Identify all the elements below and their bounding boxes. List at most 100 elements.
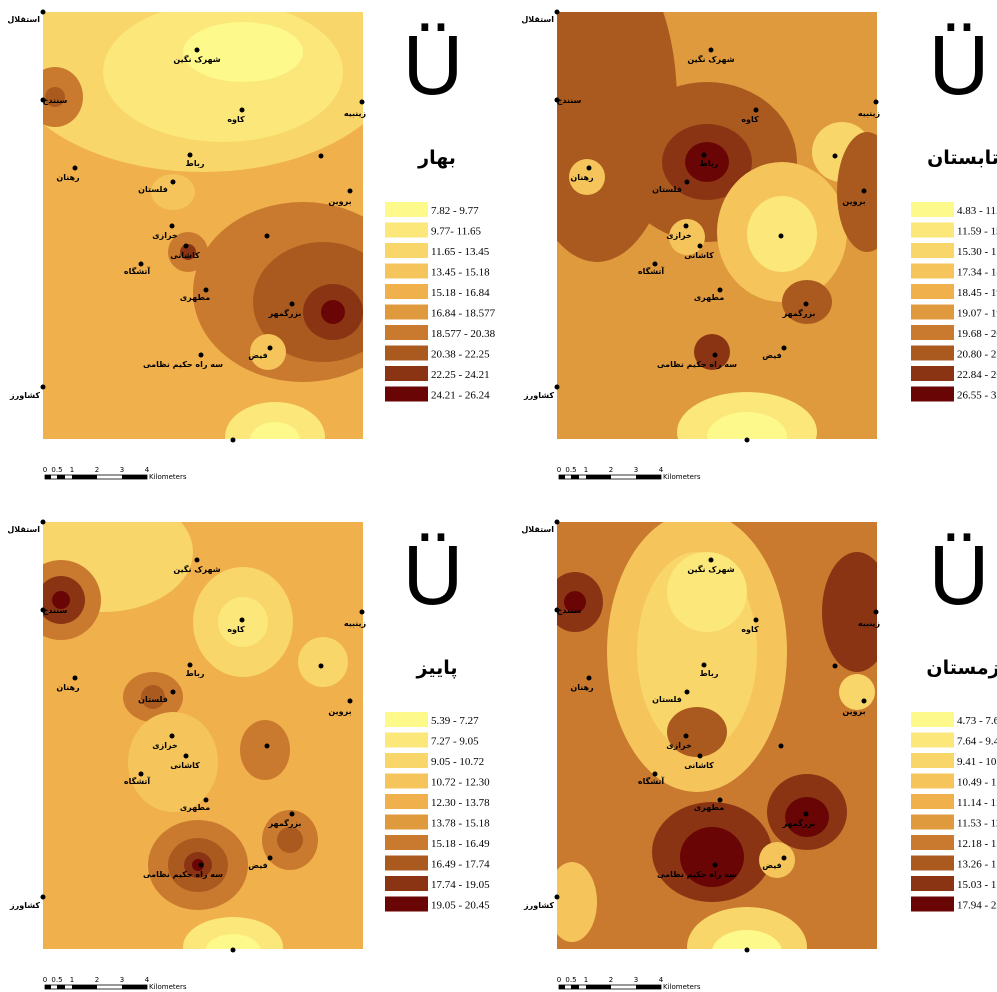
station-point [683, 733, 689, 739]
season-title: زمستان [926, 657, 997, 679]
place-label: سه راه حکیم نظامی [657, 360, 737, 369]
station-point [744, 437, 750, 443]
legend-label: 7.27 - 9.05 [431, 736, 479, 748]
legend-swatch [385, 243, 428, 258]
map-panel: استقلال شهرک نگین سنندج کاوه زینبیه رباط رهنان… [7, 9, 496, 481]
legend-swatch [911, 325, 954, 340]
scale-tick: 0.5 [51, 976, 62, 984]
station-point [554, 607, 560, 613]
scale-tick: 2 [609, 466, 613, 474]
place-label: مطهری [694, 293, 724, 302]
legend-swatch [911, 284, 954, 299]
station-point [198, 352, 204, 358]
place-label: فیض [762, 861, 781, 871]
legend-label: 22.84 - 26.55 [957, 369, 997, 381]
contour-zone [151, 174, 195, 210]
surface [557, 12, 877, 439]
legend-swatch [385, 222, 428, 238]
legend-swatch [385, 794, 428, 809]
scale-tick: 3 [634, 976, 638, 984]
legend-swatch [911, 304, 954, 320]
legend-label: 17.94 - 22.75 [957, 900, 997, 912]
legend-label: 24.21 - 26.24 [431, 390, 490, 402]
contour-zone [321, 300, 345, 324]
station-point [781, 855, 787, 861]
legend-swatch [385, 284, 428, 299]
contour-zone [183, 917, 283, 949]
scale-tick: 2 [95, 466, 99, 474]
place-label: کشاورز [9, 391, 40, 400]
station-point [264, 743, 270, 749]
legend-label: 7.82 - 9.77 [431, 205, 479, 217]
place-label: استقلال [521, 15, 554, 24]
scale-tick: 2 [95, 976, 99, 984]
station-point [169, 223, 175, 229]
place-label: کشاورز [9, 901, 40, 910]
station-point [861, 188, 867, 194]
station-point [40, 9, 46, 15]
place-label: مطهری [180, 803, 210, 812]
place-label: رهنان [570, 173, 594, 182]
place-label: آتشگاه [638, 776, 665, 786]
legend-label: 11.14 - 11.53 [957, 797, 997, 809]
station-point [778, 233, 784, 239]
place-label: آتشگاه [124, 776, 151, 786]
legend-swatch [911, 753, 954, 768]
scale-unit: Kilometers [149, 473, 187, 481]
place-label: بزرگمهر [268, 308, 302, 318]
legend-label: 9.77- 11.65 [431, 226, 482, 238]
place-label: کاوه [741, 625, 759, 634]
scale-segment [571, 985, 579, 989]
place-label: فیض [248, 861, 267, 871]
surface [557, 522, 877, 949]
scale-segment [122, 985, 147, 989]
scale-segment [559, 475, 565, 479]
legend-label: 4.73 - 7.64 [957, 715, 997, 727]
station-point [239, 107, 245, 113]
scale-segment [586, 475, 611, 479]
legend-label: 22.25 - 24.21 [431, 369, 490, 381]
legend-swatch [911, 222, 954, 238]
legend-swatch [385, 325, 428, 340]
place-label: شهرک نگین [173, 564, 220, 574]
place-label: رباط [700, 159, 719, 168]
legend-label: 4.83 - 11.59 [957, 205, 997, 217]
station-point [194, 557, 200, 563]
legend-swatch [911, 814, 954, 830]
station-point [701, 152, 707, 158]
place-label: کاشانی [684, 761, 714, 770]
scale-tick: 1 [584, 466, 588, 474]
contour-zone [141, 685, 165, 709]
contour-zone [685, 142, 729, 182]
contour-zone [298, 637, 348, 687]
legend-label: 10.72 - 12.30 [431, 777, 490, 789]
north-arrow: Ü [929, 18, 990, 112]
contour-zone [667, 707, 727, 757]
place-label: کاوه [741, 115, 759, 124]
legend-label: 13.26 - 15.03 [957, 859, 997, 871]
station-point [239, 617, 245, 623]
legend-label: 11.53 - 12.18 [957, 818, 997, 830]
scale-segment [57, 985, 65, 989]
legend-label: 16.84 - 18.577 [431, 308, 496, 320]
place-label: رباط [186, 669, 205, 678]
station-point [267, 345, 273, 351]
surface [43, 12, 363, 439]
station-point [138, 261, 144, 267]
station-point [72, 165, 78, 171]
legend-swatch [911, 835, 954, 850]
place-label: آتشگاه [124, 266, 151, 276]
station-point [187, 152, 193, 158]
scale-tick: 4 [659, 976, 664, 984]
legend-swatch [911, 366, 954, 381]
scale-segment [45, 985, 51, 989]
legend-label: 19.05 - 20.45 [431, 900, 490, 912]
contour-zone [667, 552, 747, 632]
legend-label: 5.39 - 7.27 [431, 715, 479, 727]
contour-zone [564, 591, 586, 613]
scale-tick: 3 [120, 466, 124, 474]
station-point [359, 609, 365, 615]
station-point [708, 47, 714, 53]
place-label: رباط [186, 159, 205, 168]
